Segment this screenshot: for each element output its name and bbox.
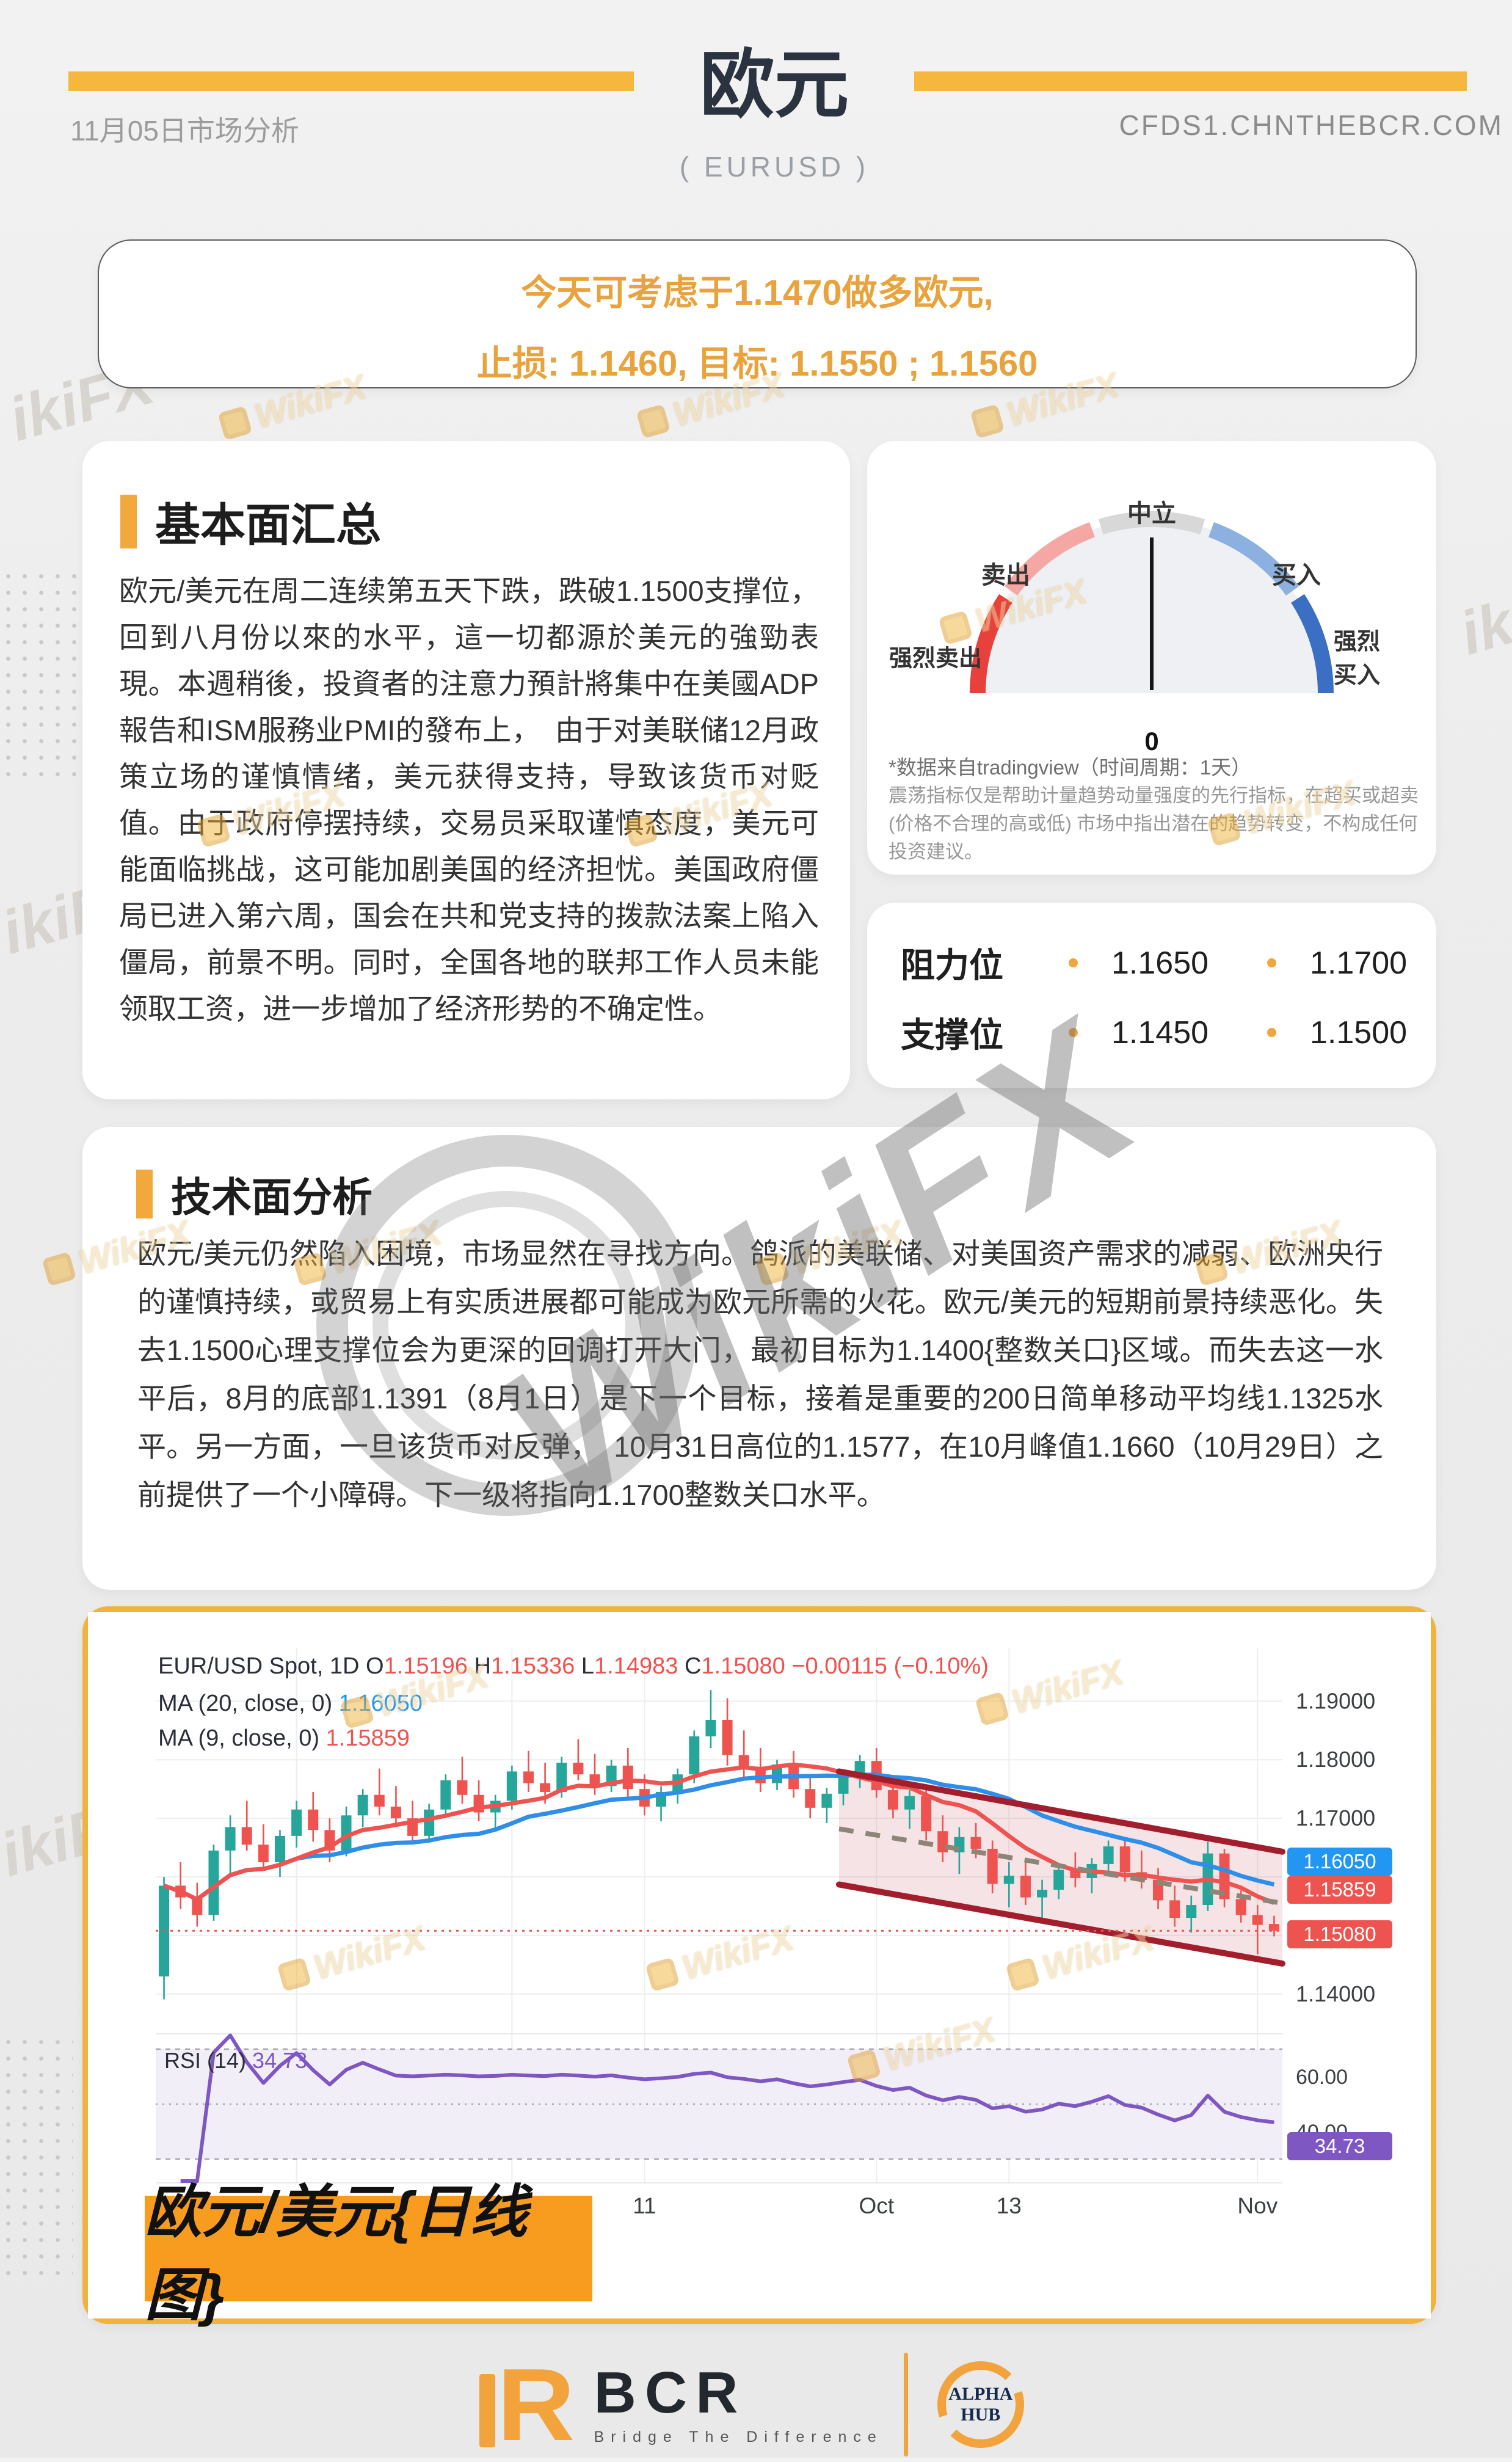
chart-caption: 欧元/美元{日线图} bbox=[145, 2179, 528, 2327]
svg-text:11: 11 bbox=[633, 2193, 656, 2218]
advice-line-2: 止损: 1.1460, 目标: 1.1550 ; 1.1560 bbox=[476, 344, 1038, 384]
svg-text:1.15859: 1.15859 bbox=[1303, 1878, 1376, 1901]
levels-card: 阻力位 1.1650 1.1700 支撑位 1.1450 1.1500 bbox=[867, 903, 1436, 1088]
gauge-source-note: *数据来自tradingview（时间周期：1天） bbox=[889, 756, 1252, 779]
gauge-segment-strong-buy bbox=[1291, 594, 1334, 694]
bcr-wordmark: BCR Bridge The Difference bbox=[594, 2359, 883, 2446]
svg-text:34.73: 34.73 bbox=[1315, 2135, 1365, 2157]
wikifx-watermark-partial: ikiFX bbox=[1453, 562, 1512, 668]
bullet-dot-icon bbox=[1069, 1028, 1078, 1037]
svg-text:13: 13 bbox=[997, 2193, 1022, 2218]
channel-lower bbox=[835, 1881, 1285, 1967]
support-label: 支撑位 bbox=[901, 1016, 1003, 1054]
gauge-segment-buy bbox=[1208, 522, 1299, 596]
page-title: 欧元 bbox=[700, 43, 849, 126]
chart-card: 1.19000 1.18000 1.17000 1.14000 1.16050 1.158… bbox=[82, 1606, 1436, 2327]
footer: R BCR Bridge The Difference ALPHA HUB bbox=[0, 2353, 1512, 2457]
bcr-logo-bar bbox=[479, 2374, 496, 2447]
alpha-hub-line1: ALPHA bbox=[948, 2384, 1013, 2404]
rsi-band bbox=[156, 2049, 1282, 2159]
svg-text:1.17000: 1.17000 bbox=[1296, 1805, 1375, 1830]
technical-heading: 技术面分析 bbox=[171, 1175, 373, 1220]
alpha-hub-line2: HUB bbox=[961, 2405, 1001, 2425]
ma20-line bbox=[163, 1772, 1275, 1902]
wikifx-logo-icon bbox=[970, 403, 1005, 439]
gauge-needle-value: 0 bbox=[1144, 727, 1159, 756]
gauge-label-sell: 卖出 bbox=[981, 562, 1030, 589]
alpha-hub-ring-icon bbox=[937, 2361, 1024, 2448]
gauge-segment-strong-sell bbox=[970, 594, 1012, 694]
svg-text:EUR/USD Spot, 1D O1.15196 H1: EUR/USD Spot, 1D O1.15196 H1.15336 L1.14… bbox=[158, 1653, 989, 1679]
fundamental-body: 欧元/美元在周二连续第五天下跌，跌破1.1500支撑位，回到八月份以來的水平，這… bbox=[119, 575, 819, 1025]
bcr-logo-icon: R bbox=[479, 2347, 575, 2462]
svg-text:1.19000: 1.19000 bbox=[1296, 1688, 1375, 1713]
svg-text:RSI (14) 34.73: RSI (14) 34.73 bbox=[164, 2048, 307, 2073]
svg-text:Nov: Nov bbox=[1237, 2193, 1278, 2218]
bullet-dot-icon bbox=[1069, 958, 1078, 967]
resistance-label: 阻力位 bbox=[901, 946, 1003, 985]
sentiment-gauge bbox=[970, 511, 1334, 694]
fundamental-heading: 基本面汇总 bbox=[155, 500, 381, 550]
support-value-1: 1.1450 bbox=[1111, 1014, 1209, 1051]
technical-heading-row: 技术面分析 bbox=[136, 1165, 373, 1223]
resistance-value-1: 1.1650 bbox=[1111, 945, 1209, 981]
gauge-label-strong-buy: 强烈买入 bbox=[1334, 629, 1381, 688]
site-url: CFDS1.CHNTHEBCR.COM bbox=[1119, 109, 1503, 141]
svg-text:1.16050: 1.16050 bbox=[1303, 1850, 1376, 1873]
header-bar-right bbox=[914, 71, 1467, 91]
header-bar-left bbox=[68, 71, 634, 91]
svg-text:MA (9, close, 0) 1.15859: MA (9, close, 0) 1.15859 bbox=[158, 1725, 410, 1751]
bcr-logo-r: R bbox=[497, 2347, 575, 2462]
support-value-2: 1.1500 bbox=[1310, 1014, 1408, 1051]
fundamental-heading-row: 基本面汇总 bbox=[120, 489, 381, 554]
gauge-disclaimer: 震荡指标仅是帮助计量趋势动量强度的先行指标，在超买或超卖(价格不合理的高或低) … bbox=[889, 785, 1419, 862]
halftone-dots bbox=[0, 2034, 73, 2278]
svg-text:Oct: Oct bbox=[859, 2193, 894, 2218]
heading-accent-bar bbox=[136, 1170, 153, 1218]
gauge-segment-neutral bbox=[1098, 511, 1205, 534]
brand-name: BCR bbox=[594, 2359, 747, 2425]
halftone-dots bbox=[0, 568, 81, 788]
svg-text:1.18000: 1.18000 bbox=[1296, 1747, 1375, 1772]
trade-advice-card: 今天可考虑于1.1470做多欧元, 止损: 1.1460, 目标: 1.1550… bbox=[98, 239, 1417, 388]
report-date: 11月05日市场分析 bbox=[70, 115, 299, 147]
footer-divider bbox=[903, 2353, 908, 2457]
wikifx-logo-icon bbox=[217, 405, 253, 440]
fundamental-card: 基本面汇总 欧元/美元在周二连续第五天下跌，跌破1.1500支撑位，回到八月份以… bbox=[82, 441, 850, 1099]
chart-caption-box: 欧元/美元{日线图} bbox=[145, 2180, 592, 2327]
gauge-label-neutral: 中立 bbox=[1127, 500, 1176, 527]
bullet-dot-icon bbox=[1267, 958, 1276, 967]
channel-upper bbox=[835, 1768, 1285, 1855]
svg-text:1.14000: 1.14000 bbox=[1296, 1981, 1375, 2006]
sentiment-gauge-card: 中立 卖出 买入 强烈卖出 强烈买入 0 *数据来自tradingview（时间… bbox=[867, 441, 1436, 875]
gauge-segment-sell bbox=[1004, 522, 1096, 596]
technical-body: 欧元/美元仍然陷入困境，市场显然在寻找方向。鸽派的美联储、对美国资产需求的减弱、… bbox=[137, 1237, 1383, 1511]
bullet-dot-icon bbox=[1267, 1028, 1276, 1037]
support-row: 支撑位 1.1450 1.1500 bbox=[901, 1008, 1438, 1057]
rsi-line bbox=[180, 2033, 1274, 2183]
brand-tagline: Bridge The Difference bbox=[594, 2428, 883, 2446]
heading-accent-bar bbox=[120, 494, 137, 548]
svg-text:MA (20, close, 0) 1.16050: MA (20, close, 0) 1.16050 bbox=[158, 1691, 423, 1716]
alpha-hub-logo: ALPHA HUB bbox=[929, 2353, 1033, 2457]
page-subtitle: ( EURUSD ) bbox=[679, 151, 870, 183]
advice-line-1: 今天可考虑于1.1470做多欧元, bbox=[521, 273, 994, 313]
channel-median bbox=[838, 1826, 1283, 1906]
resistance-row: 阻力位 1.1650 1.1700 bbox=[901, 938, 1438, 988]
wikifx-logo-icon bbox=[636, 403, 671, 439]
resistance-value-2: 1.1700 bbox=[1310, 945, 1408, 981]
gauge-label-buy: 买入 bbox=[1272, 562, 1321, 589]
wikifx-logo-icon bbox=[42, 1251, 77, 1286]
technical-card: 技术面分析 欧元/美元仍然陷入困境，市场显然在寻找方向。鸽派的美联储、对美国资产… bbox=[82, 1127, 1436, 1590]
gauge-label-strong-sell: 强烈卖出 bbox=[889, 646, 983, 672]
svg-text:1.15080: 1.15080 bbox=[1303, 1923, 1376, 1945]
svg-text:60.00: 60.00 bbox=[1296, 2066, 1348, 2089]
